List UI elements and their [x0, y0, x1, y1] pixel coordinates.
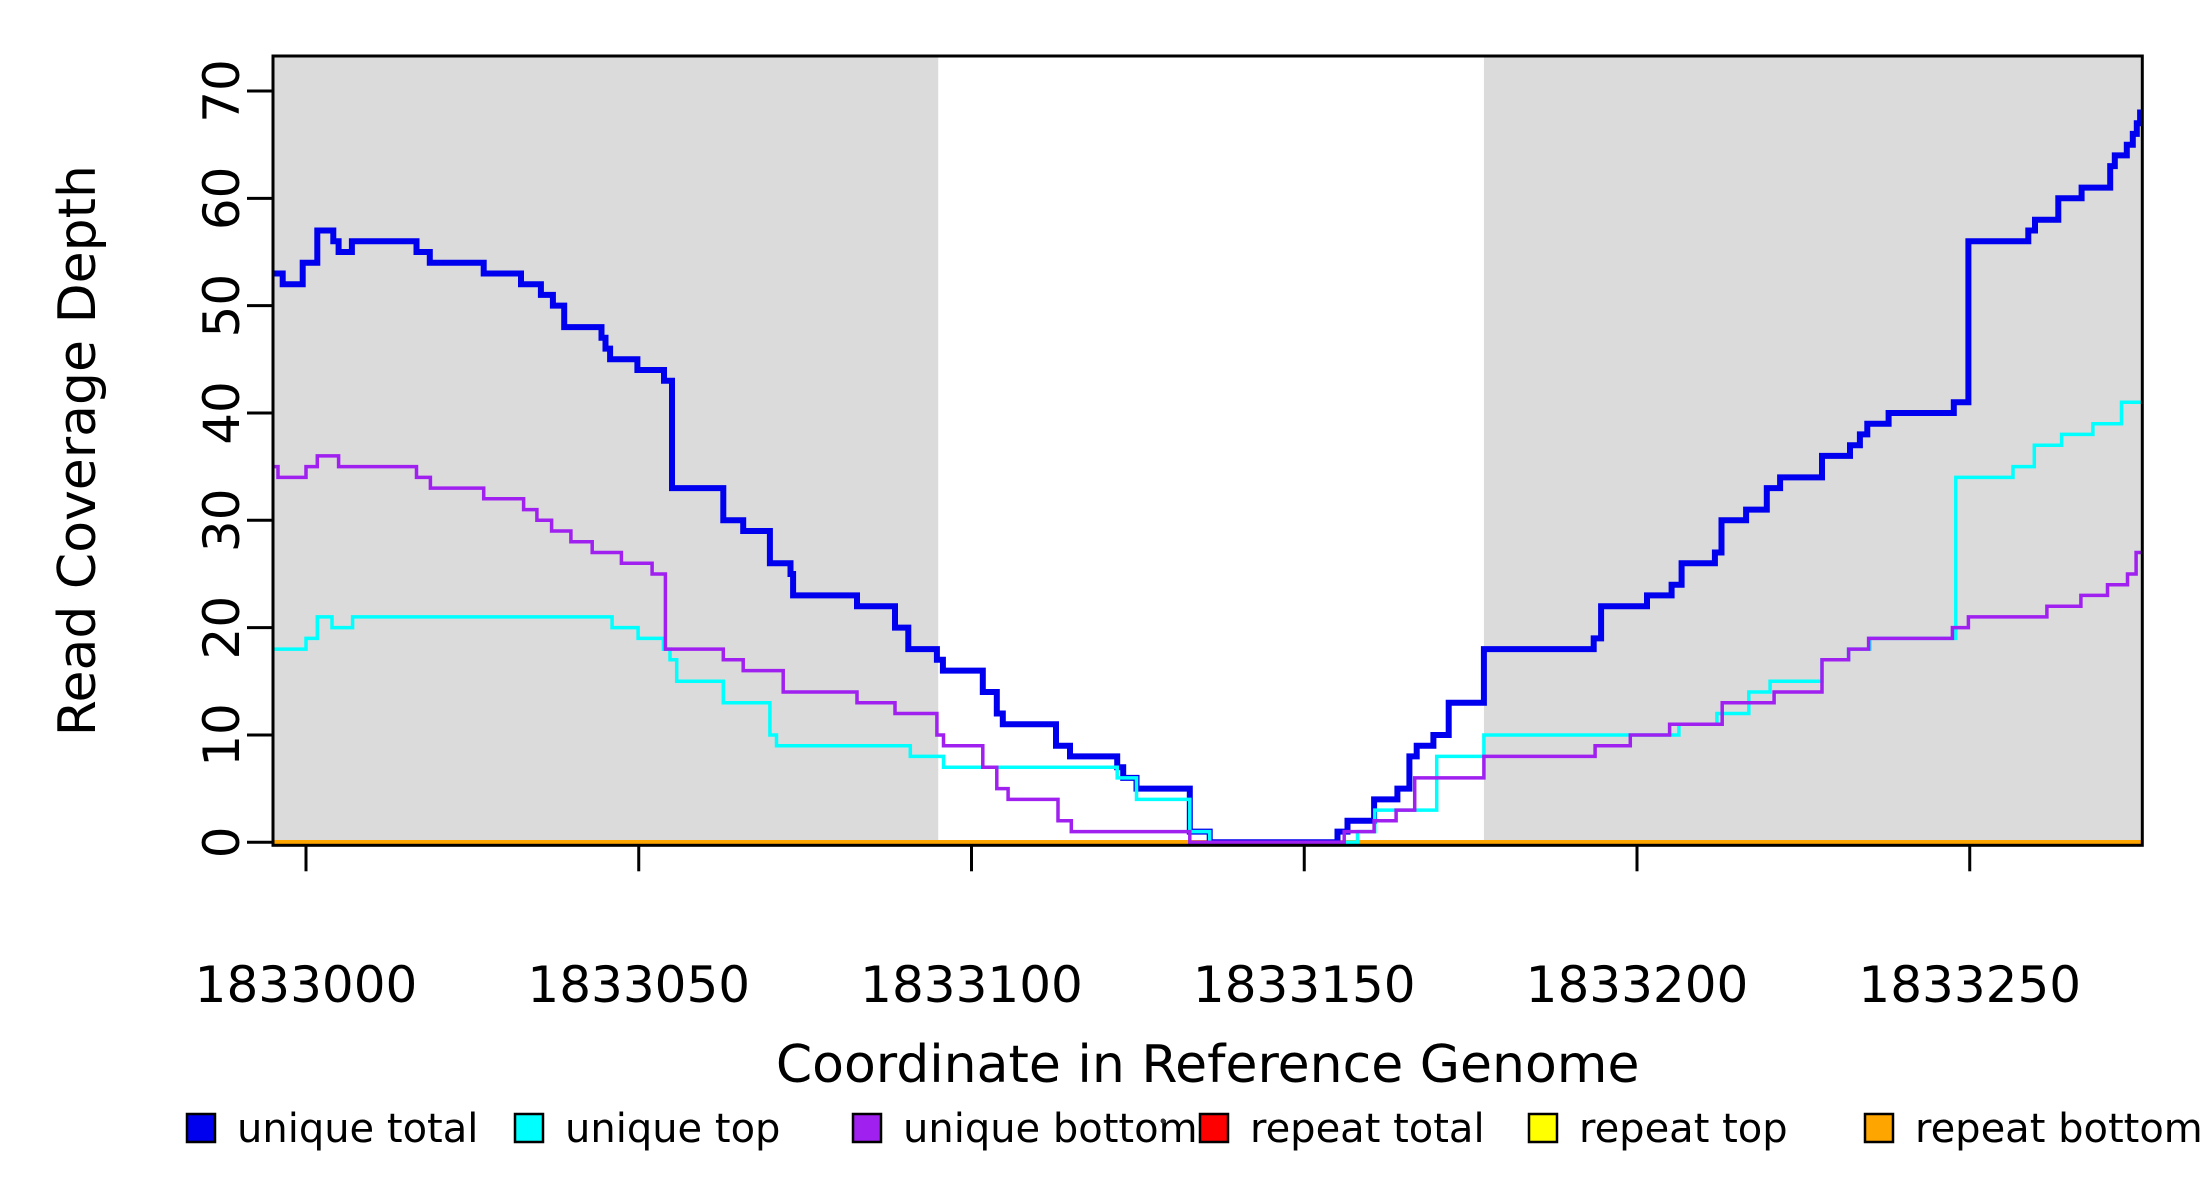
y-tick-label: 20 [193, 596, 251, 660]
y-tick-label: 40 [193, 381, 251, 445]
legend-label-unique-bottom: unique bottom [903, 1106, 1198, 1152]
x-tick-label: 1833100 [860, 956, 1083, 1014]
legend-swatch-repeat-bottom [1863, 1112, 1895, 1144]
x-tick-label: 1833150 [1193, 956, 1416, 1014]
legend-label-repeat-bottom: repeat bottom [1915, 1106, 2200, 1152]
x-tick-label: 1833050 [527, 956, 750, 1014]
legend-label-unique-top: unique top [565, 1106, 780, 1152]
y-tick-label: 30 [193, 488, 251, 552]
x-axis-title: Coordinate in Reference Genome [776, 1035, 1640, 1095]
stray-dot-mark [1160, 1118, 1166, 1124]
legend-swatch-repeat-top [1527, 1112, 1559, 1144]
y-tick-label: 50 [193, 274, 251, 338]
y-tick-label: 10 [193, 703, 251, 767]
x-tick-label: 1833200 [1526, 956, 1749, 1014]
legend-swatch-unique-top [513, 1112, 545, 1144]
y-axis-title: Read Coverage Depth [48, 165, 108, 736]
series-unique-bottom [272, 454, 2143, 845]
series-group [272, 109, 2144, 846]
series-unique-top [272, 400, 2143, 845]
legend: unique total unique top unique bottom repea… [185, 1106, 2200, 1152]
legend-label-repeat-total: repeat total [1250, 1106, 1485, 1152]
plot-border-box [271, 54, 2144, 847]
legend-swatch-unique-bottom [851, 1112, 883, 1144]
legend-swatch-unique-total [185, 1112, 217, 1144]
right-gray-region [1483, 56, 2143, 846]
left-gray-region [272, 56, 939, 846]
y-tick-label: 70 [193, 59, 251, 123]
legend-label-repeat-top: repeat top [1579, 1106, 1788, 1152]
legend-label-unique-total: unique total [237, 1106, 478, 1152]
y-tick-label: 60 [193, 167, 251, 231]
x-tick-label: 1833000 [195, 956, 418, 1014]
legend-swatch-repeat-total [1198, 1112, 1230, 1144]
x-tick-label: 1833250 [1858, 956, 2081, 1014]
y-tick-label: 0 [193, 826, 251, 858]
